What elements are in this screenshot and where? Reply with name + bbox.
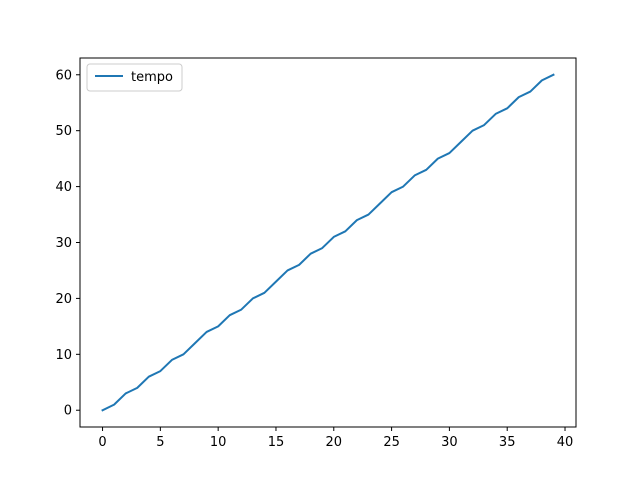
legend: tempo (86, 63, 183, 92)
x-tick-label: 0 (98, 435, 106, 450)
x-tick-label: 5 (156, 435, 164, 450)
x-tick-label: 35 (499, 435, 516, 450)
series-layer (101, 73, 555, 412)
series-line-tempo (101, 73, 555, 412)
x-tick-label: 30 (441, 435, 458, 450)
y-tick-label: 30 (55, 236, 72, 251)
x-tick-label: 10 (210, 435, 227, 450)
y-tick-label: 60 (55, 68, 72, 83)
y-axis-ticks: 0 10 20 30 40 50 60 (55, 68, 80, 419)
plot-frame (79, 57, 577, 428)
x-tick-label: 20 (326, 435, 343, 450)
y-tick-label: 50 (55, 124, 72, 139)
legend-box (86, 63, 183, 92)
x-tick-label: 15 (268, 435, 285, 450)
y-tick-label: 40 (55, 180, 72, 195)
legend-label-tempo: tempo (131, 70, 173, 85)
y-tick-label: 0 (64, 404, 72, 419)
y-tick-label: 20 (55, 292, 72, 307)
y-tick-label: 10 (55, 348, 72, 363)
x-axis-ticks: 0 5 10 15 20 25 30 35 40 (98, 427, 573, 450)
x-tick-label: 40 (557, 435, 574, 450)
x-tick-label: 25 (383, 435, 400, 450)
